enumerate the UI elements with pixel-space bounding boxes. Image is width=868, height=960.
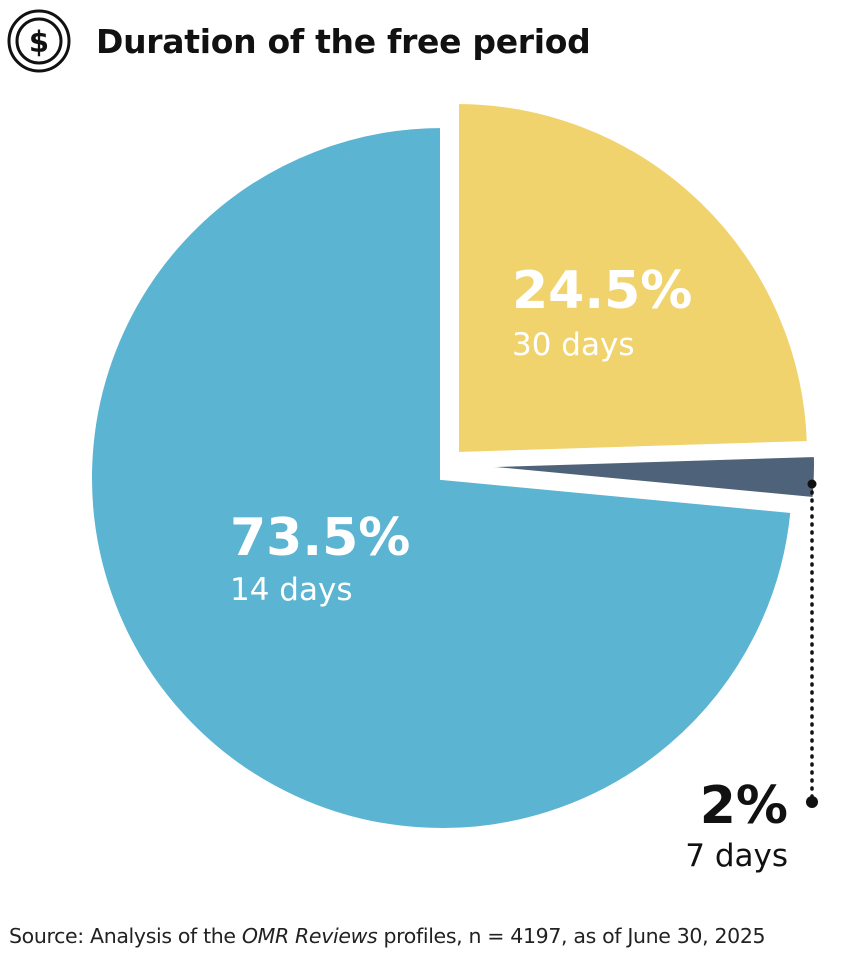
label-cat-30-days: 30 days [512, 327, 634, 363]
leader-dot-bottom [806, 796, 818, 808]
source-suffix: profiles, n = 4197, as of June 30, 2025 [383, 924, 766, 948]
pie-slice-14-days [88, 123, 795, 832]
source-note: Source: Analysis of the OMR Reviews prof… [9, 924, 766, 948]
svg-text:$: $ [29, 25, 49, 59]
pie-slices [88, 99, 818, 832]
source-italic: OMR Reviews [241, 924, 378, 948]
leader-dot-top [807, 479, 817, 489]
pie-slice-30-days [455, 99, 811, 457]
source-prefix: Source: Analysis of the [9, 924, 236, 948]
label-cat-7-days: 7 days [685, 838, 788, 874]
chart-title: Duration of the free period [96, 21, 591, 61]
label-pct-14-days: 73.5% [230, 508, 410, 568]
pie-slice-7-days [463, 452, 818, 502]
dollar-circle-icon: $ [7, 9, 71, 73]
label-cat-14-days: 14 days [230, 572, 352, 608]
label-pct-30-days: 24.5% [512, 261, 692, 321]
chart-header: $ Duration of the free period [6, 8, 591, 74]
label-pct-7-days: 2% [700, 776, 788, 836]
pie-chart: 73.5% 14 days 24.5% 30 days 2% 7 days [88, 99, 818, 874]
